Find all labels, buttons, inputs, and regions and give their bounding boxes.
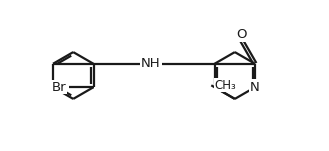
Text: N: N: [250, 81, 260, 94]
Text: Br: Br: [52, 81, 66, 94]
Text: CH₃: CH₃: [214, 79, 236, 92]
Text: O: O: [236, 28, 247, 41]
Text: NH: NH: [141, 57, 161, 70]
